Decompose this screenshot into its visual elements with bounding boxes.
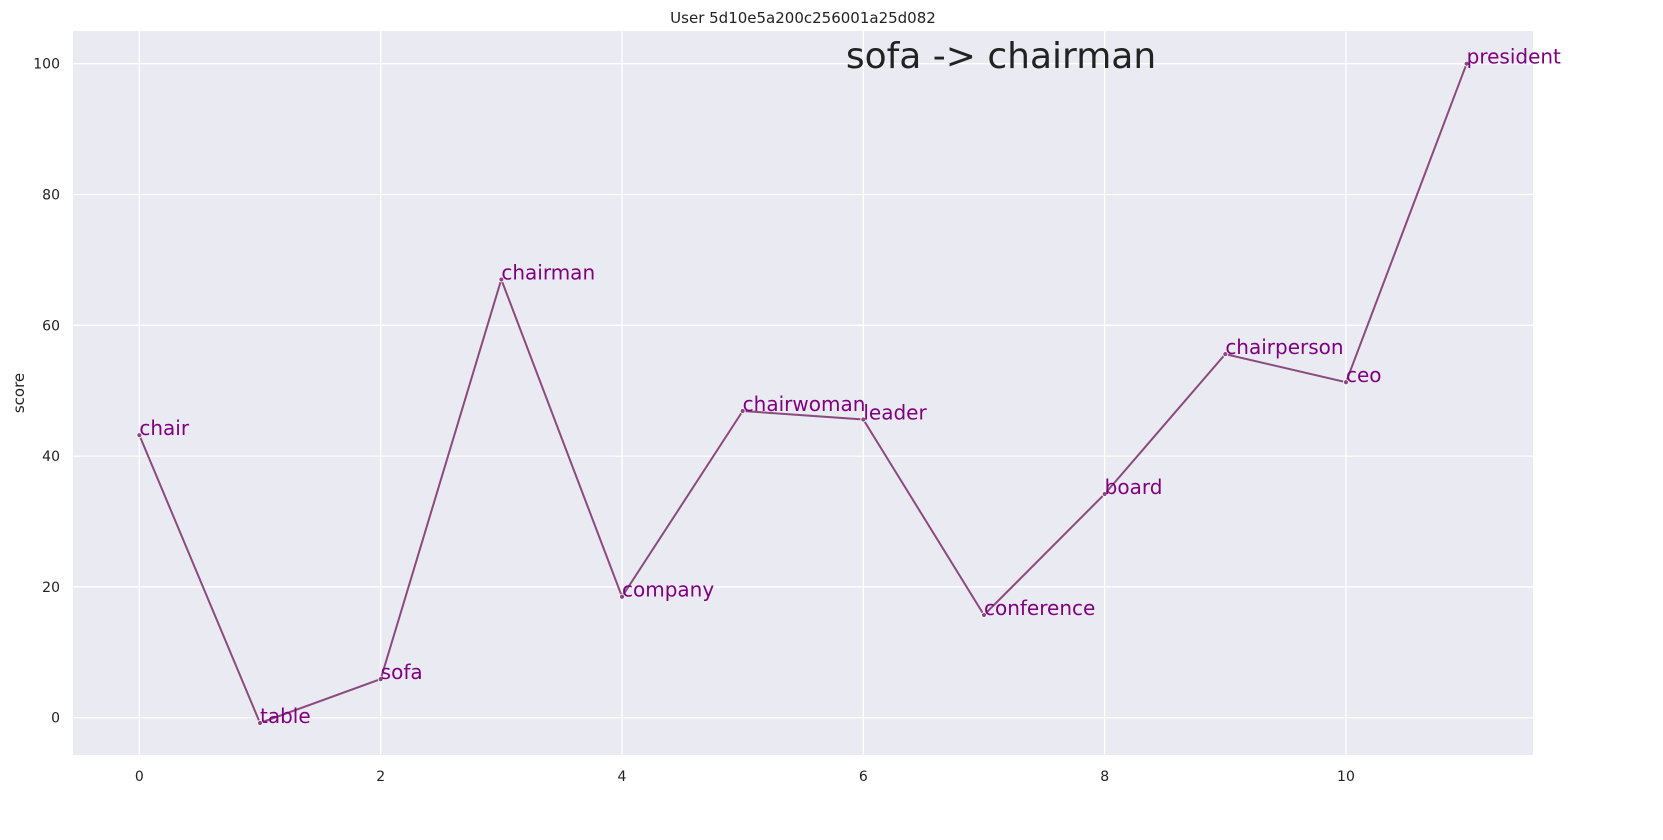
- x-tick-labels: 0 2 4 6 8 10: [135, 769, 1355, 785]
- data-label: table: [260, 704, 311, 728]
- data-point: [136, 432, 143, 439]
- y-tick-label: 80: [42, 188, 60, 204]
- x-tick-label: 2: [376, 769, 385, 785]
- data-label: chairman: [501, 261, 595, 285]
- data-label: leader: [863, 400, 927, 424]
- data-point: [257, 720, 263, 726]
- data-label: ceo: [1346, 363, 1382, 387]
- data-point: [1101, 491, 1108, 497]
- data-label: chairwoman: [743, 392, 866, 416]
- y-tick-label: 60: [42, 318, 60, 334]
- data-label: board: [1105, 475, 1163, 499]
- chart-annotation: sofa -> chairman: [846, 36, 1156, 77]
- chart-title: User 5d10e5a200c256001a25d082: [670, 9, 936, 27]
- data-point: [619, 593, 625, 600]
- x-tick-label: 0: [135, 769, 144, 785]
- data-point: [1222, 351, 1229, 357]
- y-tick-labels: 0 20 40 60 80 100: [33, 57, 60, 727]
- data-label: president: [1467, 45, 1561, 69]
- data-point: [981, 612, 987, 618]
- data-point: [1343, 379, 1349, 386]
- x-tick-label: 4: [618, 769, 627, 785]
- x-tick-label: 8: [1100, 769, 1109, 785]
- point-labels: chair table sofa chairman company chairwomanl…: [139, 45, 1561, 728]
- y-tick-label: 40: [42, 449, 60, 465]
- x-tick-label: 10: [1337, 769, 1355, 785]
- data-label: sofa: [381, 660, 423, 684]
- series-markers: [136, 60, 1470, 726]
- series-line: [138, 63, 1468, 725]
- data-point: [1463, 60, 1470, 67]
- grid: [73, 31, 1533, 755]
- y-tick-label: 100: [33, 57, 60, 73]
- y-tick-label: 0: [51, 711, 60, 727]
- data-point: [739, 408, 746, 414]
- x-tick-label: 6: [859, 769, 868, 785]
- data-label: company: [622, 578, 714, 602]
- y-tick-label: 20: [42, 580, 60, 596]
- data-point: [860, 416, 867, 423]
- data-point: [377, 676, 384, 683]
- y-axis-label: score: [10, 373, 28, 413]
- data-label: chair: [139, 416, 189, 440]
- data-point: [498, 276, 505, 283]
- plot-background: [73, 31, 1533, 755]
- data-label: chairperson: [1225, 335, 1343, 359]
- data-label: conference: [984, 596, 1095, 620]
